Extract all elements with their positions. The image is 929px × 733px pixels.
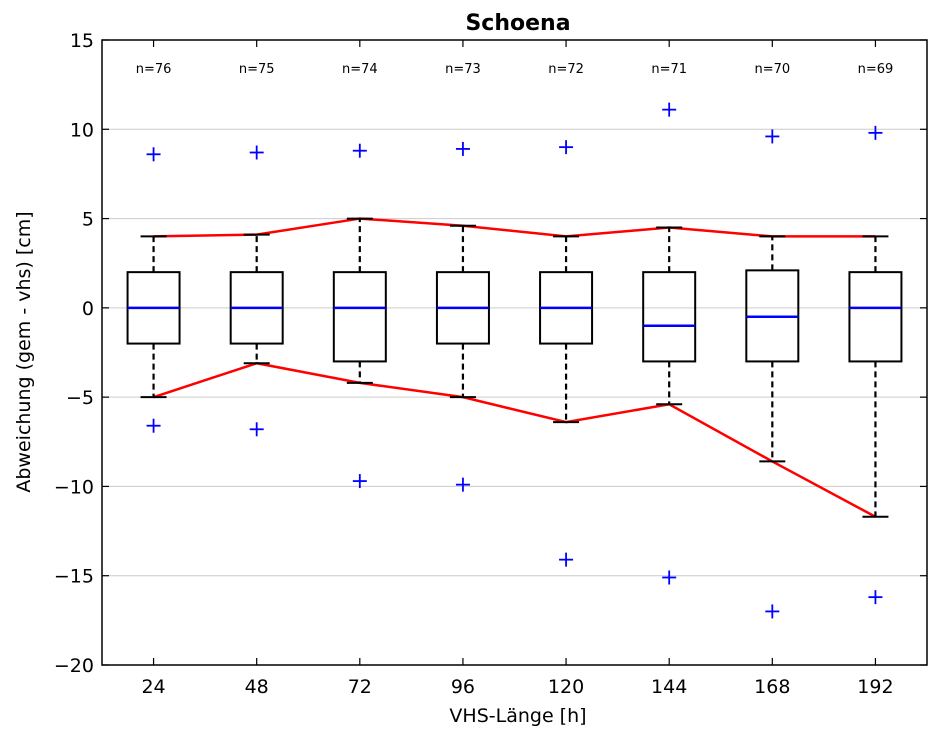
box-96 <box>435 224 490 399</box>
whisker-trend-lines <box>153 217 877 518</box>
x-tick-label: 24 <box>141 676 165 698</box>
n-label: n=73 <box>445 62 481 77</box>
box-168 <box>745 235 800 463</box>
outlier-point <box>559 552 574 567</box>
box-24 <box>126 235 181 399</box>
plot-frame <box>101 39 928 666</box>
x-tick-label: 192 <box>857 676 893 698</box>
x-tick-label: 48 <box>245 676 269 698</box>
y-axis-label: Abweichung (gem - vhs) [cm] <box>13 211 35 492</box>
x-tick-label: 72 <box>348 676 372 698</box>
box-120 <box>539 235 594 424</box>
y-tick-label: −5 <box>66 387 94 409</box>
n-label: n=72 <box>548 62 584 77</box>
n-label: n=71 <box>651 62 687 77</box>
box-144 <box>642 226 697 406</box>
outlier-point <box>765 129 780 144</box>
outlier-point <box>249 422 264 437</box>
box-body <box>332 271 387 363</box>
y-tick-label: −15 <box>54 566 94 588</box>
y-tick-label: 0 <box>82 298 94 320</box>
y-tick-label: 10 <box>70 119 94 141</box>
x-tick-label: 120 <box>548 676 584 698</box>
x-axis-label: VHS-Länge [h] <box>449 705 586 727</box>
x-tick-label: 168 <box>754 676 790 698</box>
n-label: n=69 <box>858 62 894 77</box>
outlier-point <box>352 143 367 158</box>
n-label: n=75 <box>239 62 275 77</box>
box-body <box>642 271 697 363</box>
outlier-point <box>352 474 367 489</box>
outlier-point <box>146 418 161 433</box>
box-192 <box>848 235 903 518</box>
outlier-point <box>662 102 677 117</box>
upper-whisker-line <box>153 217 876 238</box>
y-axis-ticks: 15 10 5 0 −5 −10 −15 −20 <box>54 30 927 677</box>
x-tick-label: 144 <box>651 676 687 698</box>
n-label: n=74 <box>342 62 378 77</box>
outlier-point <box>868 125 883 140</box>
lower-whisker-line <box>153 361 877 518</box>
sample-size-labels: n=76 n=75 n=74 n=73 n=72 n=71 n=70 n=69 <box>136 62 894 77</box>
n-label: n=76 <box>136 62 172 77</box>
chart-title: Schoena <box>465 11 570 36</box>
outlier-point <box>455 141 470 156</box>
n-label: n=70 <box>754 62 790 77</box>
box-72 <box>332 217 387 384</box>
box-48 <box>229 233 284 365</box>
outlier-point <box>868 590 883 605</box>
y-tick-label: 15 <box>70 30 94 52</box>
outlier-point <box>455 477 470 492</box>
outlier-point <box>146 147 161 162</box>
outlier-point <box>662 570 677 585</box>
y-tick-label: 5 <box>82 209 94 231</box>
box-body <box>848 271 903 363</box>
y-tick-label: −20 <box>54 655 94 677</box>
outlier-point <box>559 140 574 155</box>
boxes <box>126 217 903 518</box>
x-axis-ticks: 24 48 72 96 120 144 168 192 <box>141 40 894 698</box>
x-tick-label: 96 <box>451 676 475 698</box>
outlier-point <box>765 604 780 619</box>
y-tick-label: −10 <box>54 476 94 498</box>
outlier-points <box>146 102 883 619</box>
grid-lines <box>102 128 927 577</box>
outlier-point <box>249 145 264 160</box>
